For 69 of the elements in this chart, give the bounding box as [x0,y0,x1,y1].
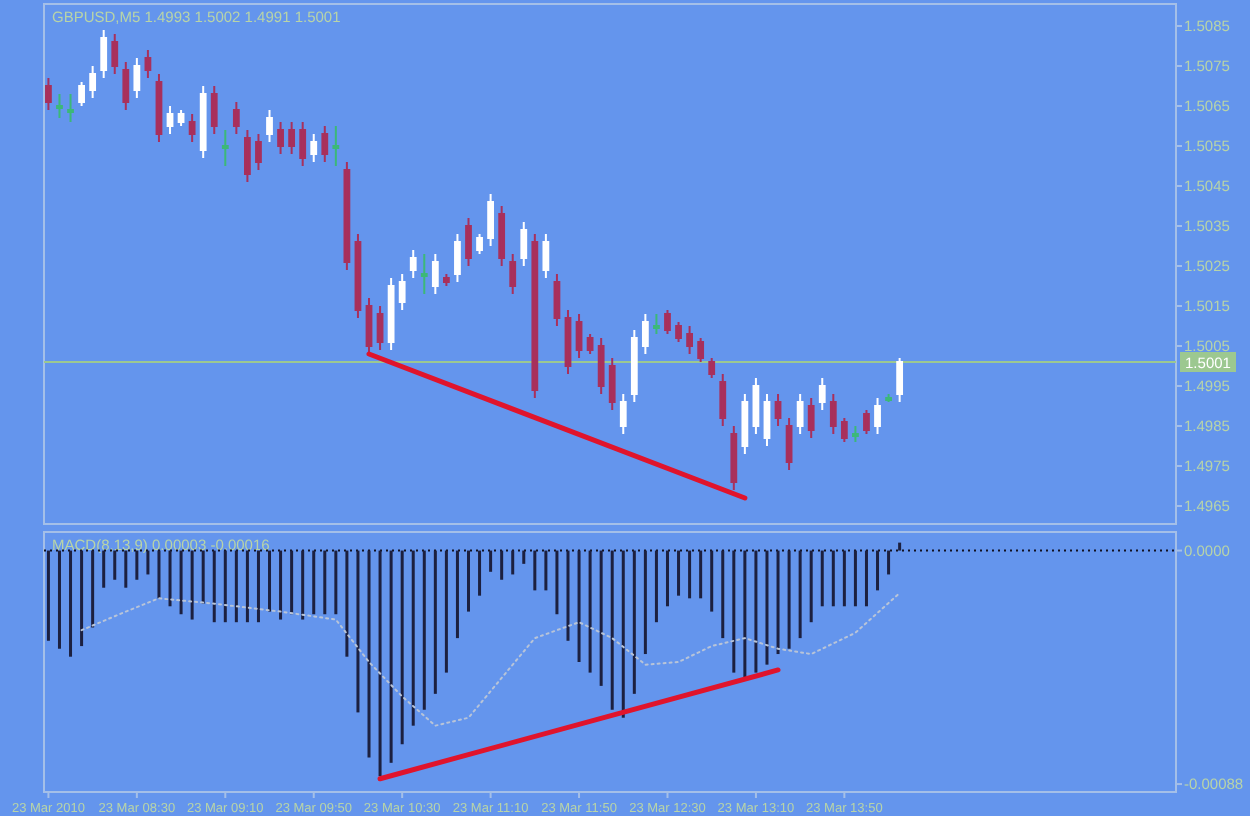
candlestick [686,325,693,355]
candlestick [829,393,837,435]
candlestick [896,357,904,403]
candlestick [188,113,196,143]
candlestick [653,313,660,335]
candlestick [741,393,749,455]
candlestick [630,329,638,403]
candlestick [277,121,284,155]
candlestick [221,129,229,167]
candlestick [520,221,528,267]
candlestick [288,121,296,155]
candlestick [498,205,506,267]
candlestick [509,253,517,295]
candlestick [885,393,892,403]
candlestick [531,233,539,399]
candlestick [641,313,649,355]
candlestick [166,105,174,135]
candlestick [321,125,329,163]
candlestick [708,357,716,379]
candlestick [608,357,616,411]
candlestick [852,425,859,443]
candlestick [619,393,627,435]
candlestick [586,333,594,355]
candlestick [387,277,395,351]
candlestick [420,253,428,295]
candlestick [818,377,826,411]
candlestick [465,217,472,267]
candlestick [56,93,63,119]
candlestick [863,409,870,435]
candlestick [343,161,351,271]
candlestick [454,233,461,283]
candlestick [840,417,848,443]
candlestick [487,193,495,247]
candlestick [232,101,240,135]
candlestick [133,57,141,99]
candlestick [664,309,671,335]
candlestick [266,109,273,143]
candlestick [111,33,119,75]
candlestick [255,133,262,171]
candlestick [310,133,318,163]
candlestick [299,121,307,167]
candlestick [796,393,804,435]
candlestick [144,49,152,79]
candlestick [398,273,406,311]
candlestick [332,125,340,167]
candlestick [675,321,682,343]
candlestick [597,337,605,395]
candlestick [476,233,483,255]
candlestick [100,29,108,79]
candlestick [431,253,439,295]
candlestick [45,77,52,111]
candlestick [89,65,97,99]
candlestick [874,397,881,435]
candlestick [774,393,782,427]
candlestick [78,81,85,107]
candlestick [177,109,185,127]
line-series [80,592,901,727]
candlestick [807,397,815,439]
candlestick [409,249,417,279]
candlestick [122,61,130,111]
candlestick [442,273,450,287]
candlestick [210,85,218,135]
candlestick [244,129,251,183]
candlestick [67,93,74,123]
candlestick [697,337,705,363]
candlestick [199,85,207,159]
candlestick [719,373,727,427]
candlestick [730,425,738,491]
candlestick [542,233,550,279]
